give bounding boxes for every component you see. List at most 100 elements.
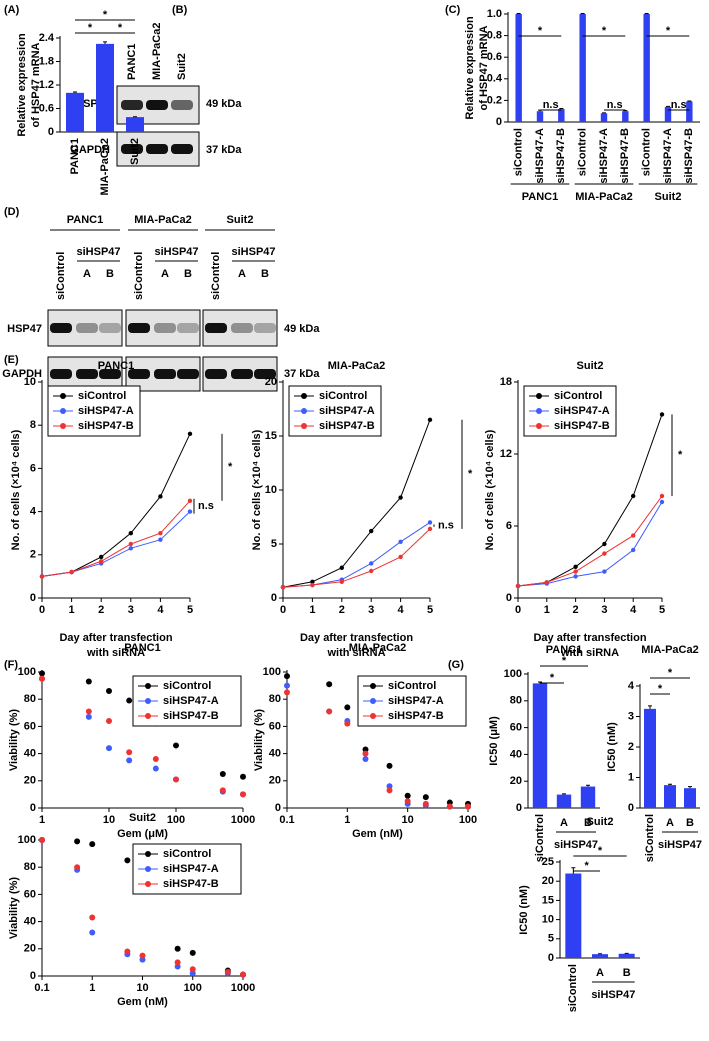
x-tick-label: 0	[280, 604, 286, 616]
band	[254, 323, 276, 333]
y-tick-label: 0.4	[487, 73, 503, 85]
legend-label: siHSP47-B	[78, 420, 134, 432]
y-axis-label: Viability (%)	[8, 709, 20, 771]
y-tick-label: 20	[24, 775, 36, 787]
data-point	[427, 526, 433, 532]
x-tick-label: siHSP47-A	[598, 128, 610, 184]
x-axis-label: Gem (nM)	[352, 828, 403, 840]
bar	[592, 954, 608, 958]
y-tick-label: 2	[30, 549, 36, 561]
data-point	[280, 585, 286, 590]
x-tick-label: 1	[69, 604, 75, 616]
x-tick-label: siHSP47-A	[662, 128, 674, 184]
y-tick-label: 10	[24, 376, 36, 388]
bar	[515, 14, 522, 122]
data-point	[659, 493, 665, 499]
error-bar	[668, 783, 672, 786]
data-point	[39, 837, 45, 843]
legend-marker	[60, 393, 66, 399]
group-label: PANC1	[522, 191, 558, 203]
x-tick-label: 10	[402, 814, 414, 826]
y-tick-label: 100	[18, 666, 36, 678]
annotation: *	[668, 667, 673, 679]
data-point	[326, 681, 333, 688]
legend-label: siHSP47-B	[319, 420, 375, 432]
data-point	[631, 533, 636, 538]
bar	[96, 43, 114, 132]
y-tick-label: 0	[271, 592, 277, 604]
y-tick-label: 0	[506, 592, 512, 604]
band	[128, 323, 150, 333]
x-tick-label: PANC1	[69, 138, 81, 174]
data-point	[173, 742, 179, 749]
legend-label: siControl	[554, 390, 602, 402]
group-label: siHSP47	[231, 246, 275, 258]
data-point	[126, 697, 133, 704]
data-point	[173, 776, 179, 783]
data-point	[284, 682, 290, 689]
y-tick-label: 15	[542, 894, 554, 906]
x-tick-label: 4	[630, 604, 637, 616]
data-point	[85, 713, 92, 720]
series-line	[41, 500, 191, 577]
data-point	[339, 565, 344, 570]
y-tick-label: 80	[24, 861, 36, 873]
band	[121, 100, 143, 110]
x-tick-label: 0.1	[34, 982, 49, 994]
band	[154, 369, 176, 379]
legend-label: siHSP47-A	[319, 405, 375, 417]
x-tick-label: 1	[344, 814, 350, 826]
lane-label: A	[238, 268, 246, 280]
data-point	[427, 520, 433, 525]
panel-label: (B)	[172, 4, 188, 16]
data-point	[344, 720, 351, 727]
group-label: Suit2	[227, 214, 254, 226]
y-tick-label: 20	[265, 376, 277, 388]
legend-marker	[301, 393, 307, 399]
legend-label: siControl	[163, 680, 211, 692]
y-tick-label: 40	[24, 916, 36, 928]
x-tick-label: 1	[544, 604, 550, 616]
x-tick-label: 0	[515, 604, 521, 616]
data-point	[219, 771, 226, 777]
data-point	[573, 569, 578, 574]
y-tick-label: 0.6	[39, 102, 54, 114]
x-tick-label: B	[584, 817, 592, 829]
x-tick-label: 1000	[231, 982, 255, 994]
y-tick-label: 4	[628, 680, 635, 692]
data-point	[106, 745, 112, 752]
x-tick-label: siControl	[644, 814, 656, 862]
data-point	[139, 952, 146, 959]
group-label: siHSP47	[658, 839, 702, 851]
y-axis-label: of HSP47 mRNA	[30, 42, 42, 127]
legend-label: siHSP47-A	[554, 405, 610, 417]
y-tick-label: 100	[504, 668, 522, 680]
x-tick-label: 2	[339, 604, 345, 616]
y-axis-label: IC50 (μM)	[488, 716, 500, 766]
data-point	[573, 574, 578, 579]
chart-title: MIA-PaCa2	[349, 642, 406, 654]
legend-label: siControl	[163, 848, 211, 860]
y-axis-label: of HSP47 mRNA	[478, 25, 490, 110]
bar	[556, 794, 572, 808]
y-axis-label: IC50 (nM)	[606, 722, 618, 772]
y-tick-label: 0	[496, 116, 502, 128]
x-tick-label: 10	[103, 814, 115, 826]
data-point	[39, 670, 45, 677]
lane-label: A	[83, 268, 91, 280]
legend-label: siHSP47-B	[388, 710, 444, 722]
error-bar	[666, 105, 670, 107]
data-point	[362, 750, 369, 757]
y-tick-label: 80	[269, 693, 281, 705]
annotation: *	[585, 860, 590, 872]
data-point	[386, 787, 393, 794]
error-bar	[648, 705, 652, 709]
band	[50, 369, 72, 379]
band	[146, 100, 168, 110]
legend-marker	[536, 393, 542, 399]
legend-marker	[536, 423, 542, 429]
y-axis-label: Relative expression	[16, 33, 28, 137]
legend-marker	[370, 713, 376, 719]
error-bar	[687, 100, 692, 102]
legend-marker	[145, 851, 151, 857]
